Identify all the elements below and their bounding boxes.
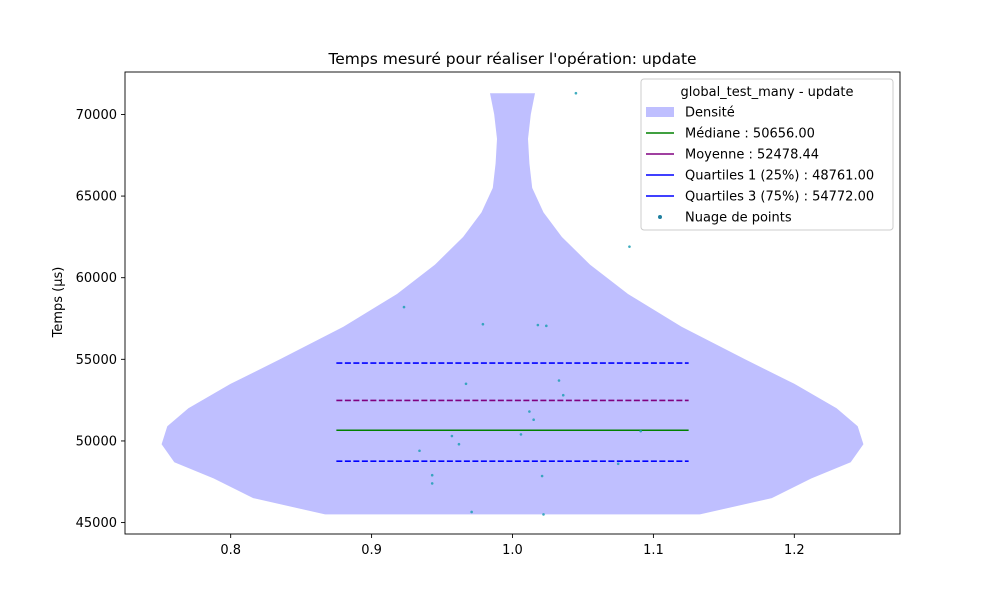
scatter-point — [557, 379, 561, 382]
scatter-point — [528, 410, 531, 413]
legend-handle-patch — [646, 107, 674, 117]
scatter-point — [616, 462, 620, 466]
y-axis-label: Temps (µs) — [51, 267, 66, 339]
x-tick-label: 1.1 — [643, 543, 664, 558]
y-tick-label: 65000 — [76, 190, 117, 205]
legend-entry-label: Moyenne : 52478.44 — [685, 148, 819, 163]
scatter-point — [519, 433, 523, 436]
y-tick-label: 70000 — [76, 108, 117, 123]
legend-box — [640, 78, 894, 231]
x-tick-label: 0.8 — [220, 543, 241, 558]
scatter-point — [574, 91, 578, 95]
scatter-point — [639, 429, 643, 433]
scatter-point — [561, 393, 565, 397]
chart-title: Temps mesuré pour réaliser l'opération: … — [327, 50, 696, 68]
y-tick-label: 50000 — [76, 434, 117, 449]
x-tick-label: 1.2 — [784, 543, 805, 558]
x-tick-label: 1.0 — [502, 543, 523, 558]
legend-entry-label: Quartiles 3 (75%) : 54772.00 — [685, 190, 874, 205]
scatter-point — [430, 473, 434, 477]
scatter-point — [545, 324, 548, 328]
scatter-point — [470, 510, 473, 514]
y-tick-label: 55000 — [76, 353, 117, 368]
scatter-point — [481, 322, 485, 326]
legend: global_test_many - update Densité Médiane … — [640, 78, 894, 231]
scatter-point — [532, 418, 535, 422]
legend-entry-label: Médiane : 50656.00 — [685, 127, 815, 142]
violin-density — [161, 93, 864, 515]
scatter-point — [540, 474, 544, 478]
scatter-point — [402, 305, 406, 309]
scatter-point — [430, 482, 434, 485]
legend-title: global_test_many - update — [681, 85, 854, 100]
scatter-point — [418, 449, 421, 453]
y-tick-label: 60000 — [76, 271, 117, 286]
scatter-point — [536, 323, 540, 327]
plot-area: 0.8 0.9 1.0 1.1 1.2 45000 50000 55000 60000 65000… — [76, 71, 901, 558]
y-tick-label: 45000 — [76, 516, 117, 531]
legend-entry-label: Nuage de points — [685, 211, 792, 226]
scatter-point — [457, 442, 461, 446]
legend-entry-label: Quartiles 1 (25%) : 48761.00 — [685, 169, 874, 184]
legend-handle-point — [658, 215, 662, 219]
scatter-point — [628, 245, 631, 248]
scatter-point — [542, 513, 545, 516]
scatter-point — [464, 382, 468, 386]
legend-entry-label: Densité — [685, 106, 735, 121]
scatter-point — [450, 434, 454, 438]
x-tick-label: 0.9 — [361, 543, 382, 558]
